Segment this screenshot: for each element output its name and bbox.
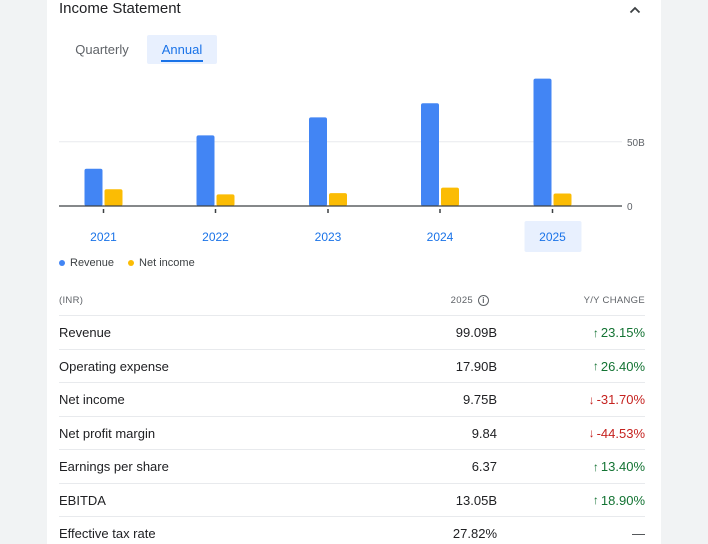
row-label: Operating expense — [59, 358, 169, 374]
legend-item: Revenue — [59, 257, 114, 269]
tab-annual[interactable]: Annual — [147, 35, 217, 64]
legend-dot — [128, 260, 135, 266]
revenue-bar[interactable] — [533, 78, 552, 206]
tab-quarterly[interactable]: Quarterly — [75, 42, 129, 57]
row-value: 17.90B — [455, 358, 497, 374]
legend-item: Net income — [128, 257, 195, 269]
x-tick-label[interactable]: 2025 — [539, 230, 566, 244]
y-tick-label: 0 — [627, 202, 633, 213]
row-change: ↓ -31.70% — [589, 392, 645, 407]
row-change: ↑ 18.90% — [593, 493, 645, 508]
revenue-bar[interactable] — [196, 135, 215, 206]
row-label: Revenue — [59, 325, 112, 340]
table-row: Earnings per share 6.37 ↑ 13.40% — [59, 450, 645, 484]
arrow-down-icon: ↓ — [588, 392, 595, 407]
change-value: — — [632, 526, 645, 541]
row-change: ↑ 23.15% — [593, 325, 645, 340]
revenue-bar[interactable] — [84, 168, 103, 206]
y-tick-label: 50B — [627, 138, 645, 149]
table-header: (INR) 2025 i Y/Y CHANGE — [59, 285, 645, 316]
revenue-chart: 50B 0 2021 2022 2023 2024 2025 — [59, 78, 645, 252]
table-row: Net profit margin 9.84 ↓ -44.53% — [59, 417, 645, 450]
section-title: Income Statement — [59, 0, 181, 17]
income-statement-card: Income Statement Quarterly Annual 50B 0 20… — [47, 0, 661, 544]
legend-label: Net income — [139, 257, 195, 269]
card-header: Income Statement — [47, 0, 661, 22]
table-row: Effective tax rate 27.82% — — [59, 517, 645, 544]
table-row: Operating expense 17.90B ↑ 26.40% — [59, 350, 645, 383]
chart-legend: Revenue Net income — [59, 257, 195, 269]
tab-annual-label: Annual — [161, 42, 203, 57]
change-value: 23.15% — [600, 325, 645, 340]
info-icon[interactable]: i — [478, 295, 489, 306]
arrow-up-icon: ↑ — [592, 493, 599, 507]
table-row: Revenue 99.09B ↑ 23.15% — [59, 316, 645, 350]
selected-year-highlight — [524, 221, 582, 252]
x-tick-label[interactable]: 2021 — [90, 230, 117, 244]
row-label: EBITDA — [59, 492, 106, 508]
row-label: Net profit margin — [59, 425, 156, 441]
arrow-up-icon: ↑ — [592, 325, 599, 340]
x-tick-label[interactable]: 2024 — [427, 230, 454, 244]
legend-label: Revenue — [70, 257, 115, 269]
arrow-up-icon: ↑ — [592, 359, 599, 373]
year-header: 2025 i — [451, 295, 489, 306]
net-income-bar[interactable] — [553, 193, 572, 206]
row-change: ↑ 13.40% — [593, 459, 645, 474]
change-value: 13.40% — [600, 459, 645, 474]
financials-table: (INR) 2025 i Y/Y CHANGE Revenue 99.09B ↑ 23… — [59, 285, 645, 544]
x-tick-label[interactable]: 2022 — [202, 230, 229, 244]
change-value: -31.70% — [596, 392, 645, 407]
x-tick-label[interactable]: 2023 — [315, 230, 342, 244]
row-value: 9.84 — [471, 425, 497, 441]
arrow-up-icon: ↑ — [592, 459, 599, 474]
row-value: 13.05B — [455, 492, 497, 508]
row-value: 6.37 — [471, 459, 497, 474]
row-change: ↑ 26.40% — [593, 359, 645, 374]
net-income-bar[interactable] — [104, 189, 123, 206]
table-body: Revenue 99.09B ↑ 23.15% Operating expense 17.… — [59, 316, 645, 544]
row-label: Effective tax rate — [59, 526, 156, 541]
change-value: 26.40% — [600, 358, 645, 374]
chevron-up-icon[interactable] — [627, 2, 643, 18]
row-label: Net income — [59, 392, 125, 407]
row-change: ↓ -44.53% — [589, 426, 645, 441]
row-value: 99.09B — [455, 325, 497, 340]
change-header: Y/Y CHANGE — [583, 295, 645, 306]
row-value: 27.82% — [452, 526, 497, 541]
row-label: Earnings per share — [59, 459, 169, 474]
net-income-bar[interactable] — [329, 193, 347, 206]
change-value: -44.53% — [596, 425, 645, 441]
table-row: EBITDA 13.05B ↑ 18.90% — [59, 484, 645, 517]
net-income-bar[interactable] — [441, 187, 459, 206]
tab-active-indicator — [161, 60, 203, 62]
net-income-bar[interactable] — [216, 194, 235, 206]
revenue-bar[interactable] — [421, 103, 439, 206]
legend-dot — [59, 260, 65, 266]
table-row: Net income 9.75B ↓ -31.70% — [59, 383, 645, 417]
arrow-down-icon: ↓ — [588, 426, 595, 440]
row-value: 9.75B — [463, 392, 497, 407]
revenue-bar[interactable] — [309, 117, 327, 206]
row-change: — — [632, 526, 645, 541]
change-value: 18.90% — [600, 492, 645, 508]
year-header-label: 2025 — [450, 295, 473, 306]
currency-header: (INR) — [59, 295, 84, 306]
